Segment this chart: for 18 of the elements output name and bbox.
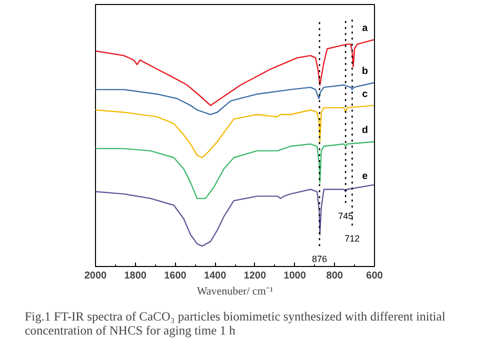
- series-label: e: [362, 171, 368, 182]
- x-tick-label: 1800: [124, 270, 147, 282]
- x-tick-label: 1200: [244, 270, 266, 282]
- series-label: a: [362, 22, 368, 34]
- x-tick-label: 1000: [284, 270, 306, 282]
- x-tick-label: 600: [366, 270, 384, 282]
- x-tick-label: 800: [326, 270, 344, 282]
- series-label: c: [362, 88, 368, 100]
- ref-line-label: 712: [344, 234, 360, 244]
- series-label: b: [362, 66, 368, 78]
- ref-line-label: 745: [338, 210, 354, 221]
- text: Fig.1 FT-IR spectra of CaCO₃ particles biomimetic synthesized with different initial concentration of NHCS for aging time 1 h: [24, 310, 446, 338]
- x-tick-label: 1600: [164, 270, 187, 282]
- x-tick-label: 1400: [204, 270, 227, 282]
- x-tick-label: 2000: [84, 270, 108, 282]
- series-label: d: [362, 125, 368, 136]
- ref-line-label: 876: [312, 254, 328, 264]
- x-axis-title: Wavenuber/ cm⁻¹: [196, 286, 274, 298]
